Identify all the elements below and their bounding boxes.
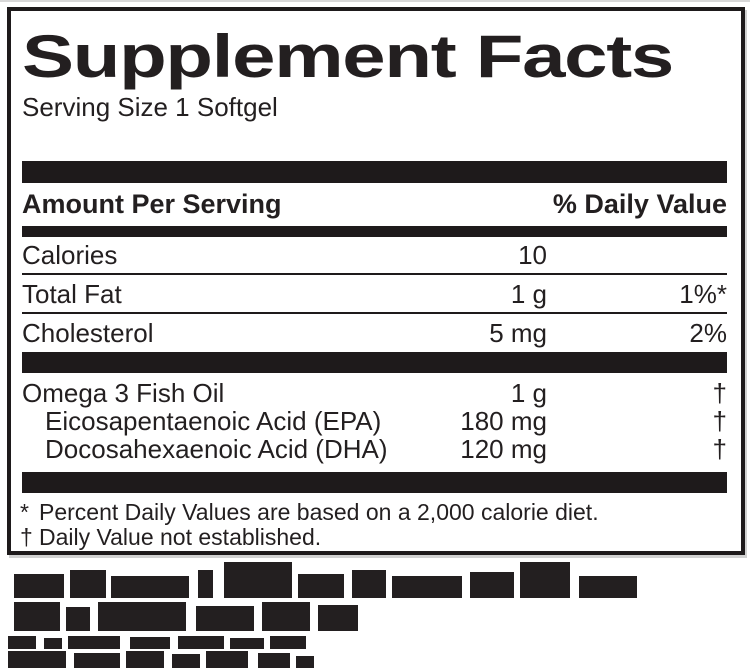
thick-divider-bar-top (22, 161, 727, 183)
panel-title-text: Supplement Facts (22, 23, 674, 90)
nutrient-row-dha: Docosahexaenoic Acid (DHA) 120 mg † (22, 435, 727, 463)
footnote-daily-values: * Percent Daily Values are based on a 2,… (20, 500, 727, 525)
illegible-text-blob (172, 654, 200, 668)
illegible-text-line (14, 602, 358, 631)
nutrient-row-total-fat: Total Fat 1 g 1%* (22, 275, 727, 314)
nutrient-amount: 5 mg (489, 318, 547, 348)
illegible-text-blob (14, 602, 60, 631)
illegible-text-blob (8, 636, 36, 649)
footnote-text: Daily Value not established. (39, 524, 322, 550)
nutrient-name: Total Fat (22, 278, 122, 309)
illegible-text-blob (520, 562, 570, 598)
illegible-text-blob (206, 651, 248, 668)
nutrient-daily-value: 1%* (679, 278, 727, 309)
nutrient-amount: 180 mg (460, 406, 547, 436)
illegible-text-line (8, 651, 314, 668)
footnote-text: Percent Daily Values are based on a 2,00… (39, 499, 599, 525)
thick-divider-bar-middle (22, 352, 727, 373)
nutrient-name: Calories (22, 240, 118, 270)
illegible-text-blob (318, 605, 358, 631)
nutrient-row-omega3: Omega 3 Fish Oil 1 g † (22, 379, 727, 407)
nutrient-row-calories: Calories 10 (22, 237, 727, 275)
nutrient-row-epa: Eicosapentaenoic Acid (EPA) 180 mg † (22, 407, 727, 435)
illegible-text-blob (224, 562, 292, 598)
nutrient-name: Docosahexaenoic Acid (DHA) (45, 434, 388, 464)
medium-divider-bar (22, 226, 727, 237)
column-header-row: Amount Per Serving % Daily Value (22, 183, 727, 218)
illegible-text-blob (470, 572, 514, 598)
illegible-text-blob (111, 576, 189, 598)
nutrient-amount: 120 mg (460, 434, 547, 464)
image-top-edge (0, 0, 750, 2)
illegible-text-blob (70, 570, 106, 598)
dagger-symbol: † (712, 406, 727, 436)
illegible-text-blob (198, 570, 213, 598)
illegible-text-blob (44, 638, 62, 649)
illegible-text-blob (258, 653, 290, 668)
dagger-symbol: † (712, 434, 727, 464)
omega-section: Omega 3 Fish Oil 1 g † Eicosapentaenoic … (22, 373, 727, 472)
nutrient-amount: 10 (518, 240, 547, 270)
footnotes: * Percent Daily Values are based on a 2,… (20, 500, 727, 550)
illegible-text-blob (392, 576, 462, 598)
illegible-text-blob (298, 574, 344, 598)
illegible-text-blob (296, 656, 314, 668)
illegible-text-blob (262, 602, 310, 631)
amount-per-serving-header: Amount Per Serving (22, 189, 282, 219)
illegible-text-blob (579, 576, 637, 598)
illegible-text-blob (74, 653, 120, 668)
asterisk-symbol: * (20, 499, 29, 525)
illegible-text-line (8, 636, 306, 649)
nutrient-amount: 1 g (510, 378, 547, 408)
illegible-text-blob (352, 570, 386, 598)
illegible-text-blob (68, 636, 120, 649)
illegible-text-blob (130, 637, 170, 649)
footnote-not-established: † Daily Value not established. (20, 525, 727, 550)
illegible-text-line (14, 562, 637, 598)
thick-divider-bar-bottom (22, 472, 727, 493)
illegible-text-blob (8, 651, 66, 668)
daily-value-header: % Daily Value (552, 189, 727, 219)
nutrient-row-cholesterol: Cholesterol 5 mg 2% (22, 314, 727, 352)
illegible-text-blob (98, 602, 186, 631)
nutrient-daily-value: 2% (689, 318, 727, 348)
supplement-facts-panel: Supplement Facts Serving Size 1 Softgel … (7, 7, 745, 555)
illegible-text-blob (126, 651, 164, 668)
serving-size-text: Serving Size 1 Softgel (22, 92, 278, 122)
panel-title: Supplement Facts (22, 27, 727, 87)
illegible-text-blob (178, 636, 224, 649)
illegible-text-blob (230, 638, 264, 649)
nutrient-name: Omega 3 Fish Oil (22, 378, 225, 408)
nutrient-name: Cholesterol (22, 318, 154, 348)
nutrient-amount: 1 g (510, 278, 547, 309)
illegible-text-blob (14, 574, 64, 598)
dagger-symbol: † (20, 524, 33, 550)
nutrient-name: Eicosapentaenoic Acid (EPA) (45, 406, 382, 436)
illegible-text-blob (66, 607, 90, 631)
illegible-text-blob (270, 636, 306, 649)
dagger-symbol: † (712, 378, 727, 408)
illegible-text-blob (196, 606, 254, 631)
